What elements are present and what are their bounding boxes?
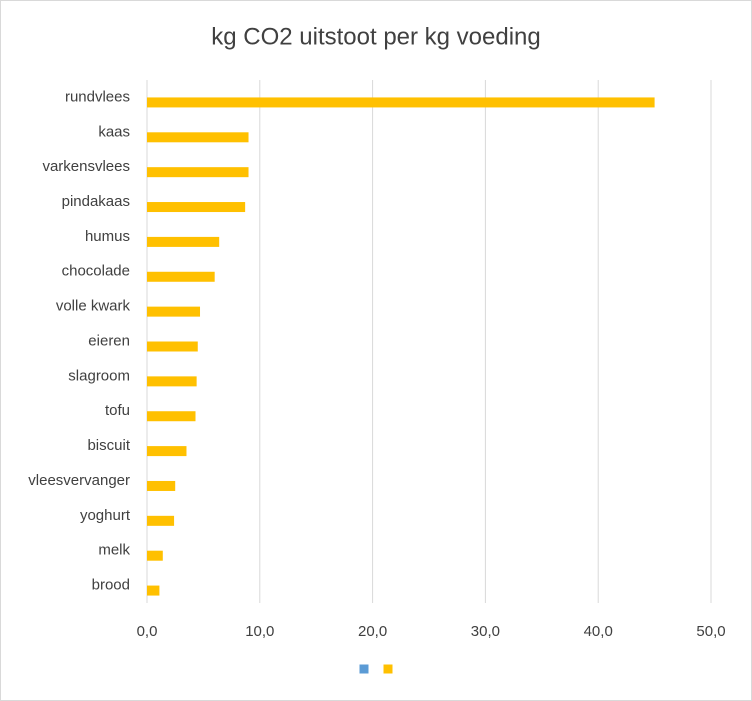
legend-marker xyxy=(359,664,369,674)
y-tick-label: vleesvervanger xyxy=(28,472,130,489)
bar xyxy=(147,236,220,247)
x-tick-label: 30,0 xyxy=(471,623,500,640)
y-tick-label: varkensvlees xyxy=(42,158,130,175)
x-tick-label: 20,0 xyxy=(358,623,387,640)
x-tick-label: 0,0 xyxy=(137,623,158,640)
bar xyxy=(147,167,249,178)
bar xyxy=(147,271,215,282)
bar xyxy=(147,306,201,317)
y-tick-label: pindakaas xyxy=(62,193,130,210)
x-tick-label: 10,0 xyxy=(245,623,274,640)
bar xyxy=(147,411,196,422)
bar xyxy=(147,202,246,213)
bar xyxy=(147,97,655,108)
y-tick-label: volle kwark xyxy=(56,298,131,315)
bar xyxy=(147,550,163,561)
bar xyxy=(147,132,249,143)
y-tick-label: rundvlees xyxy=(65,88,130,105)
x-tick-label: 40,0 xyxy=(584,623,613,640)
y-tick-label: humus xyxy=(85,228,130,245)
y-tick-label: chocolade xyxy=(62,263,130,280)
y-tick-label: yoghurt xyxy=(80,507,131,524)
y-tick-label: biscuit xyxy=(87,437,130,454)
bar xyxy=(147,585,160,596)
bar xyxy=(147,515,175,526)
bar xyxy=(147,341,198,352)
bar xyxy=(147,376,197,387)
y-tick-label: tofu xyxy=(105,402,130,419)
chart-title: kg CO2 uitstoot per kg voeding xyxy=(211,23,541,50)
x-tick-label: 50,0 xyxy=(696,623,725,640)
y-tick-label: melk xyxy=(98,542,130,559)
legend-marker xyxy=(383,664,393,674)
y-tick-label: eieren xyxy=(88,332,130,349)
bar xyxy=(147,480,176,491)
bar xyxy=(147,446,187,457)
y-tick-label: kaas xyxy=(98,123,130,140)
y-tick-label: brood xyxy=(92,577,130,594)
y-tick-label: slagroom xyxy=(68,367,130,384)
